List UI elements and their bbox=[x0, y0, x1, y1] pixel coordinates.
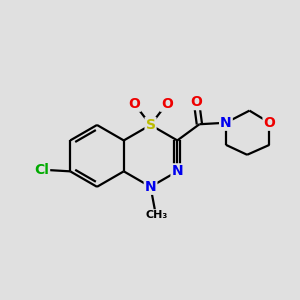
Text: O: O bbox=[161, 97, 173, 111]
Text: Cl: Cl bbox=[34, 163, 49, 177]
Text: S: S bbox=[146, 118, 155, 132]
Text: O: O bbox=[128, 97, 140, 111]
Text: O: O bbox=[190, 95, 202, 109]
Text: N: N bbox=[220, 116, 232, 130]
Text: CH₃: CH₃ bbox=[145, 210, 168, 220]
Text: O: O bbox=[263, 116, 275, 130]
Text: N: N bbox=[145, 180, 156, 194]
Text: N: N bbox=[172, 164, 183, 178]
